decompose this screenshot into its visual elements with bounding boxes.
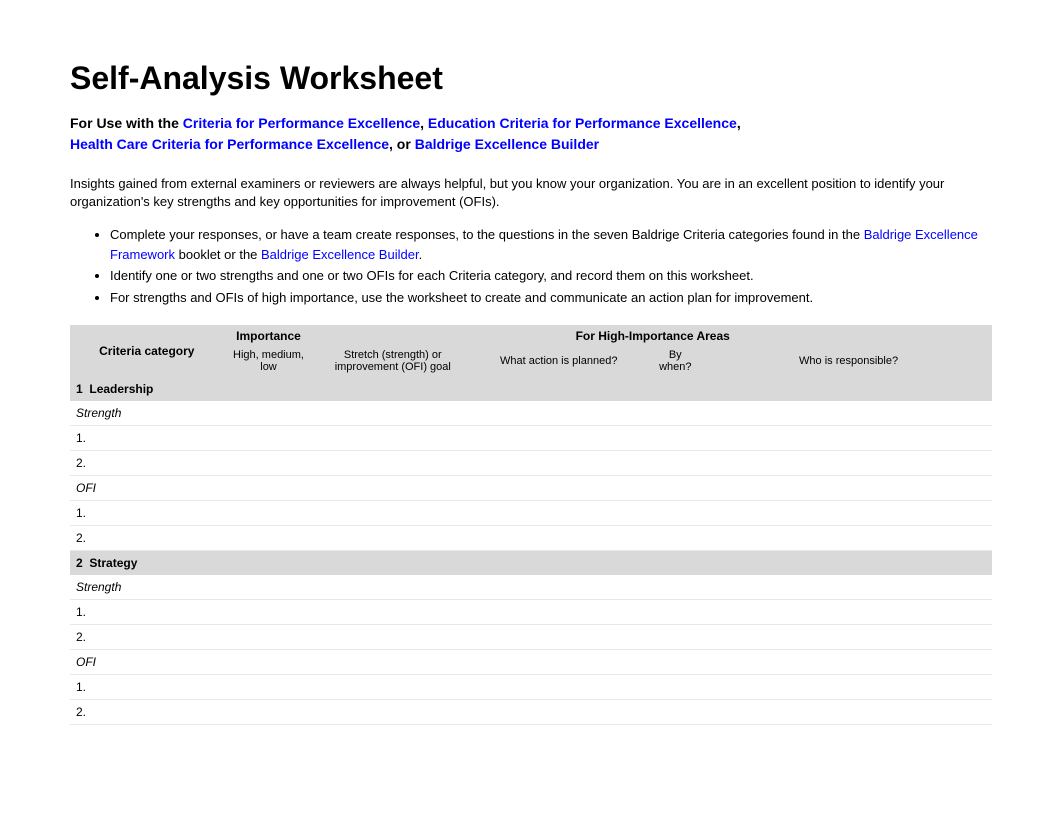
row-num: 2. <box>70 526 224 551</box>
row-num: 2. <box>70 625 224 650</box>
header-high-areas: For High-Importance Areas <box>313 325 992 347</box>
intro-paragraph: Insights gained from external examiners … <box>70 175 992 211</box>
link-education-criteria[interactable]: Education Criteria for Performance Excel… <box>428 115 737 131</box>
row-num: 1. <box>70 501 224 526</box>
bullet-2: Identify one or two strengths and one or… <box>110 266 992 286</box>
subtitle: For Use with the Criteria for Performanc… <box>70 113 992 155</box>
worksheet-page: Self-Analysis Worksheet For Use with the… <box>0 0 1062 765</box>
header-goal: Stretch (strength) or improvement (OFI) … <box>313 347 472 377</box>
table-header: Criteria category Importance For High-Im… <box>70 325 992 377</box>
row-num: 1. <box>70 600 224 625</box>
table-row: 2. <box>70 700 992 725</box>
category-row-2: 2 Strategy <box>70 551 992 576</box>
link-criteria-excellence[interactable]: Criteria for Performance Excellence <box>183 115 420 131</box>
row-num: 1. <box>70 426 224 451</box>
worksheet-table: Criteria category Importance For High-Im… <box>70 325 992 725</box>
link-baldrige-builder[interactable]: Baldrige Excellence Builder <box>415 136 599 152</box>
header-when: By when? <box>645 347 705 377</box>
ofi-label: OFI <box>70 476 224 501</box>
bullet-1-pre: Complete your responses, or have a team … <box>110 227 864 242</box>
category-row-1: 1 Leadership <box>70 377 992 401</box>
link-builder-inline[interactable]: Baldrige Excellence Builder <box>261 247 419 262</box>
header-action: What action is planned? <box>472 347 645 377</box>
ofi-header-2: OFI <box>70 650 992 675</box>
strength-header-1: Strength <box>70 401 992 426</box>
table-body: 1 Leadership Strength 1. 2. OFI 1. <box>70 377 992 725</box>
bullet-1-mid: booklet or the <box>175 247 261 262</box>
bullet-3: For strengths and OFIs of high importanc… <box>110 288 992 308</box>
subtitle-sep3: , or <box>389 136 415 152</box>
row-num: 2. <box>70 700 224 725</box>
page-title: Self-Analysis Worksheet <box>70 60 992 97</box>
header-criteria: Criteria category <box>70 325 224 377</box>
instruction-list: Complete your responses, or have a team … <box>70 225 992 307</box>
category-2-label: 2 Strategy <box>70 551 992 576</box>
row-num: 2. <box>70 451 224 476</box>
link-healthcare-criteria[interactable]: Health Care Criteria for Performance Exc… <box>70 136 389 152</box>
header-importance: Importance <box>224 325 314 347</box>
table-row: 2. <box>70 526 992 551</box>
table-row: 2. <box>70 625 992 650</box>
header-who: Who is responsible? <box>705 347 992 377</box>
ofi-label: OFI <box>70 650 224 675</box>
strength-label: Strength <box>70 575 224 600</box>
ofi-header-1: OFI <box>70 476 992 501</box>
category-1-label: 1 Leadership <box>70 377 992 401</box>
bullet-1-post: . <box>419 247 423 262</box>
strength-header-2: Strength <box>70 575 992 600</box>
row-num: 1. <box>70 675 224 700</box>
table-row: 2. <box>70 451 992 476</box>
table-row: 1. <box>70 426 992 451</box>
subtitle-sep1: , <box>420 115 428 131</box>
header-importance-sub: High, medium, low <box>224 347 314 377</box>
strength-label: Strength <box>70 401 224 426</box>
table-row: 1. <box>70 600 992 625</box>
subtitle-sep2: , <box>737 115 741 131</box>
table-row: 1. <box>70 501 992 526</box>
bullet-1: Complete your responses, or have a team … <box>110 225 992 264</box>
table-row: 1. <box>70 675 992 700</box>
subtitle-prefix: For Use with the <box>70 115 183 131</box>
